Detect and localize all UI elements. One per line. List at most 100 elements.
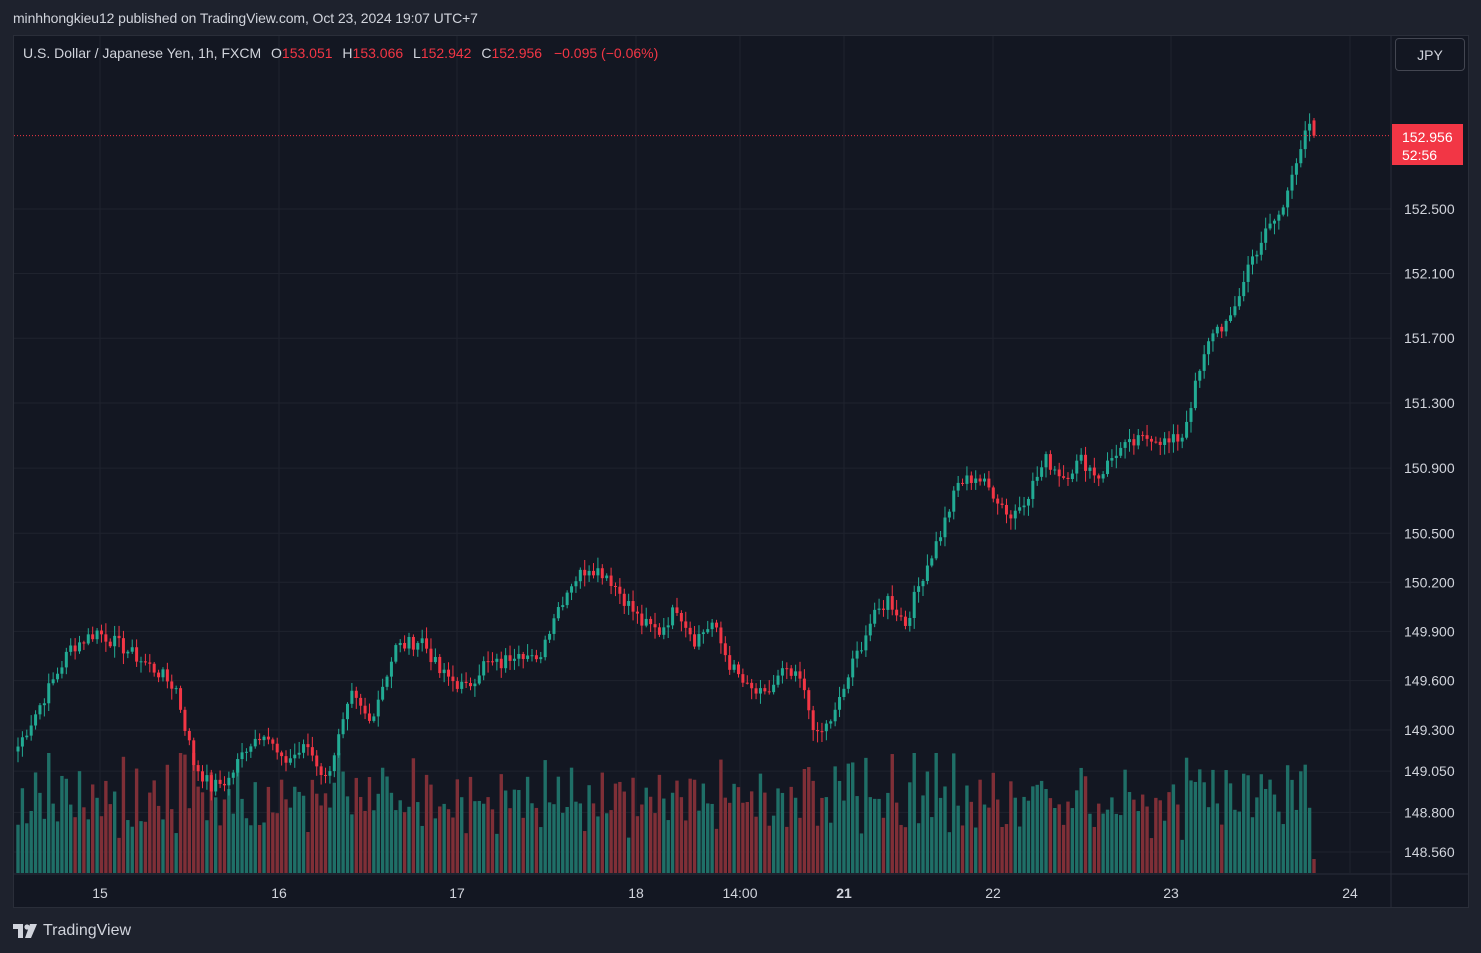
candle-body[interactable] xyxy=(174,688,178,690)
candle-body[interactable] xyxy=(767,691,771,693)
candle-body[interactable] xyxy=(763,688,767,692)
candle-body[interactable] xyxy=(802,678,806,691)
candle-body[interactable] xyxy=(631,601,635,612)
candle-body[interactable] xyxy=(310,747,314,756)
candle-body[interactable] xyxy=(403,642,407,649)
candle-body[interactable] xyxy=(389,661,393,677)
candle-body[interactable] xyxy=(350,690,354,704)
candle-body[interactable] xyxy=(530,655,534,657)
candle-body[interactable] xyxy=(1308,123,1312,131)
candle-body[interactable] xyxy=(1048,454,1052,470)
candle-body[interactable] xyxy=(1088,467,1092,471)
candle-body[interactable] xyxy=(895,609,899,616)
candle-body[interactable] xyxy=(1158,441,1162,445)
candle-body[interactable] xyxy=(60,667,64,674)
candle-body[interactable] xyxy=(640,613,644,626)
candle-body[interactable] xyxy=(385,676,389,687)
candle-body[interactable] xyxy=(271,739,275,744)
candle-body[interactable] xyxy=(253,738,257,747)
candle-body[interactable] xyxy=(710,622,714,630)
candle-body[interactable] xyxy=(1066,477,1070,480)
candle-body[interactable] xyxy=(600,568,604,579)
candle-body[interactable] xyxy=(205,775,209,782)
candle-body[interactable] xyxy=(1246,264,1250,282)
candle-body[interactable] xyxy=(688,627,692,635)
candle-body[interactable] xyxy=(354,690,358,698)
candle-body[interactable] xyxy=(288,758,292,763)
candle-body[interactable] xyxy=(1233,306,1237,316)
candle-body[interactable] xyxy=(227,777,231,786)
candle-body[interactable] xyxy=(534,655,538,660)
candle-body[interactable] xyxy=(1000,503,1004,505)
candle-body[interactable] xyxy=(1198,370,1202,381)
candle-body[interactable] xyxy=(86,634,90,644)
candle-body[interactable] xyxy=(754,688,758,694)
candle-body[interactable] xyxy=(1220,326,1224,332)
candle-body[interactable] xyxy=(1136,435,1140,446)
candle-body[interactable] xyxy=(376,699,380,717)
candle-body[interactable] xyxy=(64,651,68,668)
candle-body[interactable] xyxy=(1312,120,1316,136)
candle-body[interactable] xyxy=(930,558,934,566)
candle-body[interactable] xyxy=(490,661,494,663)
candle-body[interactable] xyxy=(1132,439,1136,446)
candle-body[interactable] xyxy=(1242,281,1246,297)
candle-body[interactable] xyxy=(947,511,951,518)
candle-body[interactable] xyxy=(719,627,723,644)
candle-body[interactable] xyxy=(899,615,903,617)
candle-body[interactable] xyxy=(108,641,112,647)
candle-body[interactable] xyxy=(429,648,433,663)
candle-body[interactable] xyxy=(332,755,336,772)
candle-body[interactable] xyxy=(956,482,960,491)
candle-body[interactable] xyxy=(1229,315,1233,321)
candle-body[interactable] xyxy=(662,627,666,635)
candle-body[interactable] xyxy=(315,755,319,767)
candle-body[interactable] xyxy=(1237,296,1241,307)
candle-body[interactable] xyxy=(337,734,341,756)
candle-body[interactable] xyxy=(548,633,552,640)
symbol-legend[interactable]: U.S. Dollar / Japanese Yen, 1h, FXCM O15… xyxy=(23,45,658,61)
candle-body[interactable] xyxy=(341,719,345,735)
candle-body[interactable] xyxy=(1062,476,1066,478)
candle-body[interactable] xyxy=(1031,480,1035,499)
candle-body[interactable] xyxy=(697,634,701,647)
candle-body[interactable] xyxy=(666,625,670,628)
candle-body[interactable] xyxy=(157,672,161,678)
candle-body[interactable] xyxy=(161,669,165,678)
candle-body[interactable] xyxy=(297,752,301,755)
candle-body[interactable] xyxy=(1264,228,1268,243)
candle-body[interactable] xyxy=(890,596,894,610)
candle-body[interactable] xyxy=(1123,442,1127,448)
candle-body[interactable] xyxy=(126,651,130,654)
candle-body[interactable] xyxy=(1070,473,1074,480)
candle-body[interactable] xyxy=(82,642,86,644)
candle-body[interactable] xyxy=(824,723,828,732)
candle-body[interactable] xyxy=(561,605,565,608)
candle-body[interactable] xyxy=(477,675,481,684)
candle-body[interactable] xyxy=(433,656,437,663)
candle-body[interactable] xyxy=(675,607,679,613)
candle-body[interactable] xyxy=(886,596,890,610)
candle-body[interactable] xyxy=(1163,438,1167,445)
candle-body[interactable] xyxy=(961,482,965,484)
candle-body[interactable] xyxy=(934,541,938,559)
candle-body[interactable] xyxy=(324,775,328,777)
candle-body[interactable] xyxy=(1189,408,1193,422)
candle-body[interactable] xyxy=(723,643,727,656)
candle-body[interactable] xyxy=(1207,341,1211,355)
candle-body[interactable] xyxy=(583,569,587,576)
candle-body[interactable] xyxy=(974,478,978,483)
candle-body[interactable] xyxy=(504,655,508,669)
candle-body[interactable] xyxy=(25,735,29,738)
candle-body[interactable] xyxy=(1114,455,1118,459)
candle-body[interactable] xyxy=(179,688,183,710)
candle-body[interactable] xyxy=(1202,354,1206,371)
candle-body[interactable] xyxy=(991,487,995,499)
candle-body[interactable] xyxy=(1035,476,1039,481)
candle-body[interactable] xyxy=(1167,438,1171,443)
candle-body[interactable] xyxy=(574,581,578,587)
candle-body[interactable] xyxy=(701,632,705,635)
candle-body[interactable] xyxy=(644,618,648,626)
candle-body[interactable] xyxy=(552,618,556,634)
candle-body[interactable] xyxy=(943,517,947,538)
